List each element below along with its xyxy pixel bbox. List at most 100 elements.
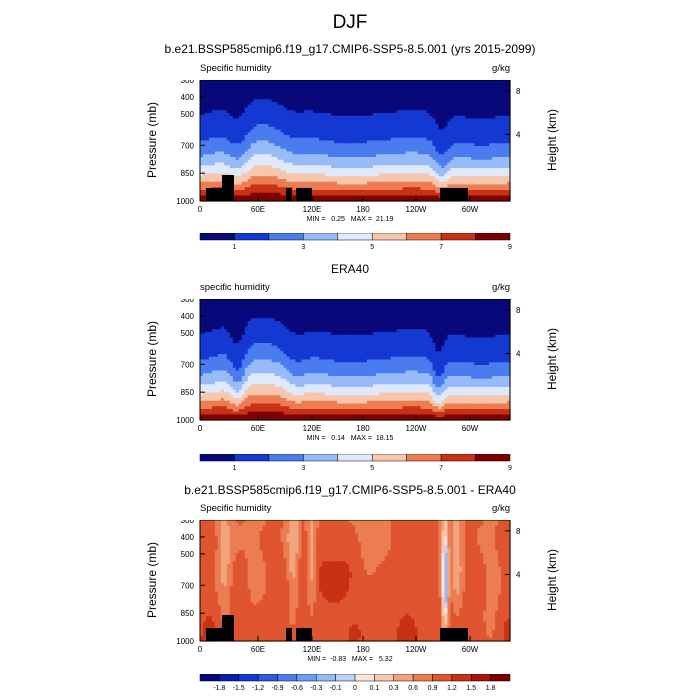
y-tick-label: 400 xyxy=(181,533,195,542)
colorbar-label: 5 xyxy=(370,244,374,251)
y-tick-label: 400 xyxy=(181,93,195,102)
x-tick-label: 0 xyxy=(198,205,203,214)
y-tick-label: 850 xyxy=(181,609,195,618)
y-tick-label: 500 xyxy=(181,329,195,338)
y2-tick-label: 4 xyxy=(516,570,521,579)
colorbar-label: 9 xyxy=(508,244,512,251)
topography-mask xyxy=(286,188,292,201)
colorbar-box xyxy=(490,674,511,682)
y-tick-label: 400 xyxy=(181,312,195,321)
min-max-label: MIN = 0.25 MAX = 21.19 xyxy=(306,216,394,223)
x-tick-label: 120W xyxy=(406,424,427,433)
units-label: g/kg xyxy=(492,63,510,74)
plot-frame xyxy=(199,80,511,202)
y-axis-title: Pressure (mb) xyxy=(145,320,159,397)
y2-tick-label: 8 xyxy=(516,87,521,96)
colorbar: 13579111315 xyxy=(199,454,512,472)
colorbar-label: 0.6 xyxy=(408,685,418,692)
colorbar-box xyxy=(337,233,373,241)
colorbar-box xyxy=(440,233,476,241)
x-tick-label: 60W xyxy=(462,424,479,433)
y2-tick-label: 8 xyxy=(516,527,521,536)
variable-label: Specific humidity xyxy=(200,503,272,514)
colorbar-box xyxy=(475,233,511,241)
colorbar-label: 3 xyxy=(301,244,305,251)
figure-title: DJF xyxy=(332,12,368,33)
topography-mask xyxy=(296,188,312,201)
colorbar-box xyxy=(257,674,278,682)
colorbar-box xyxy=(303,233,339,241)
y-tick-label: 700 xyxy=(181,141,195,150)
contour-plot: 300 400 500 700 850 1000 8 4 0 60E 120E 180 120W 60W xyxy=(176,299,521,433)
y-tick-label: 700 xyxy=(181,581,195,590)
variable-label: specific humidity xyxy=(200,282,270,293)
plot-frame xyxy=(199,520,511,642)
colorbar-box xyxy=(354,674,375,682)
x-tick-label: 120E xyxy=(303,645,322,654)
x-tick-label: 120W xyxy=(406,645,427,654)
topography-mask xyxy=(222,175,234,201)
colorbar: -1.8 -1.5 -1.2 -0.9 -0.6 -0.3 -0.1 0 0.1 0.3 0.6 0.… xyxy=(199,674,511,692)
colorbar-label: 1.2 xyxy=(447,685,457,692)
colorbar-box xyxy=(303,454,339,462)
colorbar-box xyxy=(371,454,407,462)
panel-subtitle: b.e21.BSSP585cmip6.f19_g17.CMIP6-SSP5-8.… xyxy=(164,42,536,56)
colorbar-label: 5 xyxy=(370,465,374,472)
contour-plot: 300 400 500 700 850 1000 8 4 0 60E 120E 180 120W 60W xyxy=(176,80,521,214)
colorbar-box xyxy=(296,674,317,682)
variable-label: Specific humidity xyxy=(200,63,272,74)
colorbar-box xyxy=(234,454,270,462)
units-label: g/kg xyxy=(492,503,510,514)
colorbar-label: -1.2 xyxy=(252,685,264,692)
y2-tick-label: 8 xyxy=(516,306,521,315)
y-tick-label: 1000 xyxy=(176,416,194,425)
colorbar-box xyxy=(316,674,336,682)
x-tick-label: 180 xyxy=(356,205,370,214)
y-tick-label: 850 xyxy=(181,169,195,178)
x-tick-label: 180 xyxy=(356,424,370,433)
colorbar-label: 0.3 xyxy=(389,685,399,692)
topography-mask xyxy=(440,188,468,201)
y-tick-label: 500 xyxy=(181,110,195,119)
y-tick-label: 300 xyxy=(181,520,195,525)
x-tick-label: 60E xyxy=(251,205,265,214)
x-tick-label: 60W xyxy=(462,205,479,214)
colorbar-label: 1 xyxy=(232,244,236,251)
y-tick-label: 850 xyxy=(181,388,195,397)
x-tick-label: 60E xyxy=(251,645,265,654)
colorbar-label: -0.9 xyxy=(271,685,283,692)
colorbar-box xyxy=(406,454,442,462)
y-tick-label: 300 xyxy=(181,299,195,304)
y2-tick-label: 4 xyxy=(516,130,521,139)
panel-subtitle: ERA40 xyxy=(330,262,370,276)
colorbar-label: -1.8 xyxy=(213,685,225,692)
x-tick-label: 120E xyxy=(303,424,322,433)
colorbar-box xyxy=(199,454,235,462)
colorbar-box xyxy=(406,233,442,241)
colorbar-label: 9 xyxy=(508,465,512,472)
y-tick-label: 1000 xyxy=(176,637,194,646)
topography-mask xyxy=(222,615,234,641)
colorbar-box xyxy=(371,233,407,241)
colorbar-label: 1.8 xyxy=(486,685,496,692)
colorbar-label: 0 xyxy=(353,685,357,692)
colorbar-box xyxy=(451,674,472,682)
contour-cells: 300 400 500 700 850 1000 8 4 0 60E 120E 180 120W 60W xyxy=(176,299,521,433)
y-tick-label: 700 xyxy=(181,360,195,369)
x-tick-label: 180 xyxy=(356,645,370,654)
x-tick-label: 0 xyxy=(198,424,203,433)
panel-subtitle: b.e21.BSSP585cmip6.f19_g17.CMIP6-SSP5-8.… xyxy=(184,483,516,497)
colorbar-box xyxy=(219,674,240,682)
y-tick-label: 500 xyxy=(181,550,195,559)
contour-cells: 300 400 500 700 850 1000 8 4 0 60E 120E 180 120W 60W xyxy=(176,520,521,654)
x-tick-label: 120W xyxy=(406,205,427,214)
colorbar-label: -0.3 xyxy=(310,685,322,692)
topography-mask xyxy=(296,628,312,641)
colorbar-label: -0.6 xyxy=(291,685,303,692)
y2-axis-title: Height (km) xyxy=(545,108,559,171)
colorbar-box xyxy=(268,233,304,241)
colorbar-box xyxy=(471,674,491,682)
colorbar-box xyxy=(337,454,373,462)
colorbar-label: 7 xyxy=(439,244,443,251)
y-axis-title: Pressure (mb) xyxy=(145,101,159,178)
